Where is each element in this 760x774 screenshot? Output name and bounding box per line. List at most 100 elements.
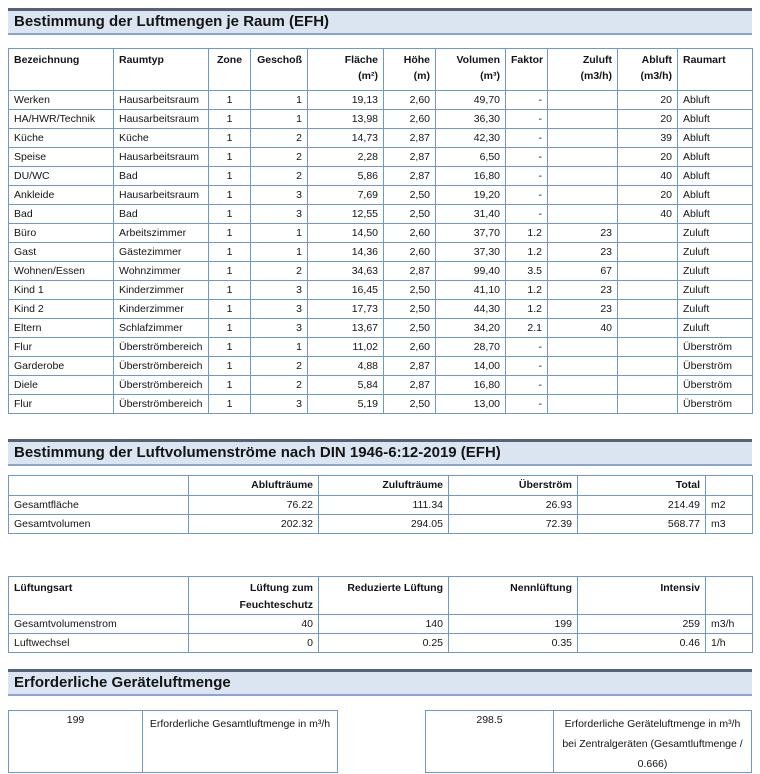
column-header: Überström (448, 475, 578, 496)
table-cell: 3 (250, 280, 308, 300)
table-cell: 2,60 (383, 109, 436, 129)
table-cell: Hausarbeitsraum (113, 90, 209, 110)
table-cell: Zuluft (677, 318, 753, 338)
table-cell: 1.2 (505, 299, 548, 319)
table-cell: 1 (208, 394, 251, 414)
table-cell: Hausarbeitsraum (113, 109, 209, 129)
table-row: Gesamtfläche 76.22 111.34 26.93 214.49 m2 (8, 495, 753, 515)
rooms-table: Bezeichnung Raumtyp Zone Geschoß Fläche(… (8, 48, 753, 414)
table-cell: 36,30 (435, 109, 506, 129)
table-cell: 1 (208, 375, 251, 395)
total-airflow-box: 199 Erforderliche Gesamtluftmenge in m³/… (8, 710, 338, 773)
table-cell: 0 (188, 633, 319, 653)
table-cell: Wohnzimmer (113, 261, 209, 281)
table-cell: 1 (208, 109, 251, 129)
column-header (8, 475, 189, 496)
table-cell: 1 (208, 223, 251, 243)
table-cell: Bad (113, 166, 209, 186)
table-cell: m3/h (705, 614, 753, 634)
table-cell: 2,50 (383, 299, 436, 319)
table-cell: 140 (318, 614, 449, 634)
table-cell: 76.22 (188, 495, 319, 515)
table-cell: Kinderzimmer (113, 280, 209, 300)
table-cell: 49,70 (435, 90, 506, 110)
table-cell: Küche (113, 128, 209, 148)
table-cell (617, 337, 678, 357)
table-cell (547, 90, 618, 110)
table-cell: 2 (250, 375, 308, 395)
table-cell: 2 (250, 356, 308, 376)
table-cell: 2,60 (383, 337, 436, 357)
table-row: Garderobe Überströmbereich 1 2 4,88 2,87 14,00… (8, 356, 753, 376)
table-cell: 1.2 (505, 242, 548, 262)
table-cell: Gesamtfläche (8, 495, 189, 515)
column-header: Faktor (505, 48, 548, 91)
table-cell (547, 394, 618, 414)
section-title-bar-device-airflow: Erforderliche Geräteluftmenge (8, 669, 752, 696)
section-title-bar-din-volumes: Bestimmung der Luftvolumenströme nach DI… (8, 439, 752, 466)
table-cell: 1 (208, 261, 251, 281)
table-cell: 0.35 (448, 633, 578, 653)
table-cell: 1 (250, 242, 308, 262)
table-cell: Gast (8, 242, 114, 262)
table-cell: 3 (250, 185, 308, 205)
column-header: Zone (208, 48, 251, 91)
table-cell: 2,50 (383, 185, 436, 205)
table-cell: 1 (208, 242, 251, 262)
table-cell: 1.2 (505, 280, 548, 300)
table-cell (547, 128, 618, 148)
device-airflow-value: 298.5 (426, 711, 554, 772)
table-cell: Abluft (677, 185, 753, 205)
table-cell (617, 242, 678, 262)
table-cell: 2 (250, 147, 308, 167)
table-cell: 1 (208, 185, 251, 205)
table-row: Büro Arbeitszimmer 1 1 14,50 2,60 37,70 1.2 23 Zu… (8, 223, 753, 243)
table-cell: 2,50 (383, 394, 436, 414)
table-row: Kind 1 Kinderzimmer 1 3 16,45 2,50 41,10 1.2 23 Z… (8, 280, 753, 300)
table-row: Eltern Schlafzimmer 1 3 13,67 2,50 34,20 2.1 40 Z… (8, 318, 753, 338)
report-page: Bestimmung der Luftmengen je Raum (EFH) … (0, 8, 760, 773)
table-cell: Abluft (677, 147, 753, 167)
device-airflow-box: 298.5 Erforderliche Geräteluftmenge in m… (425, 710, 752, 773)
table-cell: 1 (208, 90, 251, 110)
table-cell: 44,30 (435, 299, 506, 319)
table-cell: 1 (208, 299, 251, 319)
table-cell: - (505, 128, 548, 148)
table-cell: - (505, 90, 548, 110)
table-cell: 40 (547, 318, 618, 338)
table-cell: 13,98 (307, 109, 384, 129)
table-cell: - (505, 147, 548, 167)
table-cell: 26.93 (448, 495, 578, 515)
table-row: Flur Überströmbereich 1 3 5,19 2,50 13,00- Über… (8, 394, 753, 414)
table-cell: 2,87 (383, 128, 436, 148)
table-cell: 12,55 (307, 204, 384, 224)
table-cell: 20 (617, 109, 678, 129)
table-cell: Speise (8, 147, 114, 167)
table-cell: 2,87 (383, 356, 436, 376)
table-cell: 39 (617, 128, 678, 148)
table-cell: 2,87 (383, 375, 436, 395)
table-cell: 37,30 (435, 242, 506, 262)
table-cell: Überströmbereich (113, 356, 209, 376)
table-cell: Flur (8, 337, 114, 357)
table-cell: - (505, 185, 548, 205)
result-boxes: 199 Erforderliche Gesamtluftmenge in m³/… (8, 710, 752, 773)
table-cell: 2,87 (383, 147, 436, 167)
table-cell: 40 (617, 166, 678, 186)
table-cell (617, 356, 678, 376)
table-cell (547, 356, 618, 376)
table-cell (617, 223, 678, 243)
table-cell: 2,50 (383, 204, 436, 224)
table-cell: 2,87 (383, 166, 436, 186)
table-cell: Überström (677, 394, 753, 414)
table-cell: 568.77 (577, 514, 706, 534)
table-cell: 3 (250, 318, 308, 338)
column-header: Geschoß (250, 48, 308, 91)
table-cell: Diele (8, 375, 114, 395)
table-cell: - (505, 375, 548, 395)
table-row: Diele Überströmbereich 1 2 5,84 2,87 16,80- Übe… (8, 375, 753, 395)
column-header: Volumen (m³) (435, 48, 506, 91)
table-row: Kind 2 Kinderzimmer 1 3 17,73 2,50 44,30 1.2 23 Z… (8, 299, 753, 319)
header-row: Lüftungsart Lüftung zum Feuchteschutz Redu… (8, 576, 753, 615)
table-cell: 67 (547, 261, 618, 281)
